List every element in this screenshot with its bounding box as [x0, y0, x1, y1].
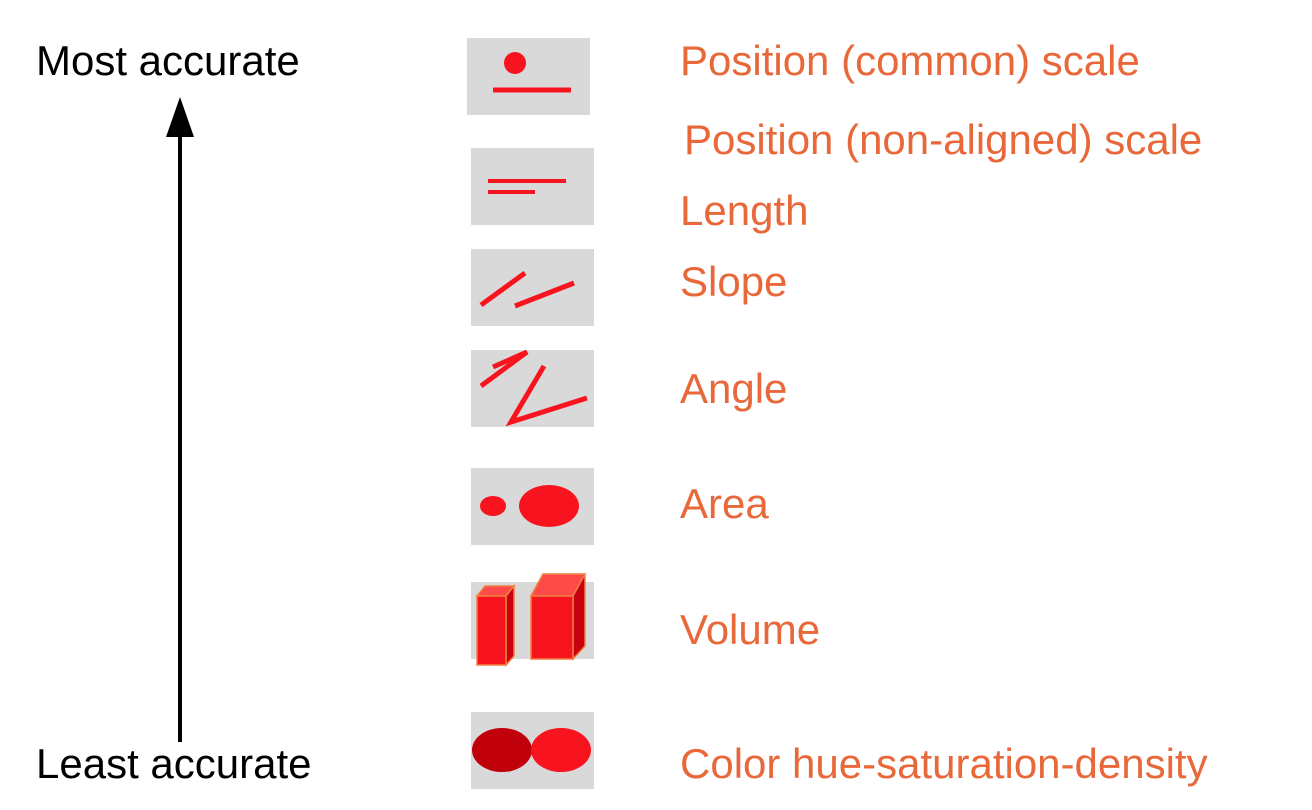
- channel-label-volume: Volume: [680, 606, 821, 653]
- area-icon: [471, 468, 594, 545]
- position-common-icon: [467, 38, 590, 115]
- color-icon: [471, 712, 594, 789]
- slope-icon: [471, 249, 594, 326]
- channel-label-angle: Angle: [680, 365, 788, 412]
- channel-label-position-nonaligned: Position (non-aligned) scale: [684, 116, 1203, 163]
- channel-label-slope: Slope: [680, 258, 788, 305]
- channel-label-position-common: Position (common) scale: [680, 37, 1140, 84]
- length-icon: [471, 148, 594, 225]
- least-accurate-label: Least accurate: [36, 740, 312, 787]
- channel-label-area: Area: [680, 480, 769, 527]
- volume-icon: [471, 573, 594, 667]
- most-accurate-label: Most accurate: [36, 37, 300, 84]
- angle-icon: [471, 349, 594, 427]
- channel-label-color: Color hue-saturation-density: [680, 740, 1208, 787]
- channel-label-length: Length: [680, 187, 809, 234]
